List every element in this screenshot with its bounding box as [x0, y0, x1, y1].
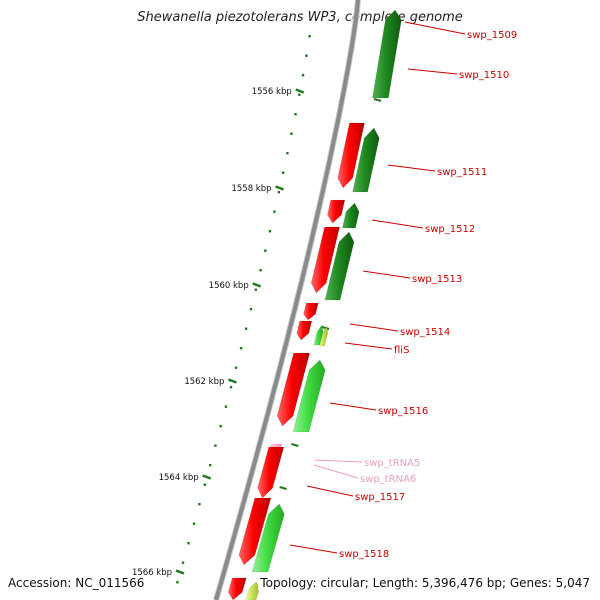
scale-dot [229, 386, 233, 389]
scale-dot [224, 405, 228, 408]
scale-dot [234, 366, 238, 369]
scale-dot [290, 132, 293, 135]
minor-tick [279, 486, 287, 490]
gene-feature [303, 302, 319, 321]
kbp-major-tick [227, 378, 237, 384]
gene-leader-line [314, 459, 363, 463]
gene-leader-line [362, 270, 411, 279]
scale-dot [192, 522, 196, 525]
gene-feature [313, 324, 324, 346]
scale-dot [209, 464, 212, 467]
gene-leader-line [407, 68, 458, 75]
scale-dot [308, 35, 311, 38]
accession-text: Accession: NC_011566 [6, 576, 147, 590]
gene-feature [372, 9, 402, 99]
kbp-major-tick [252, 282, 262, 288]
scale-dot [268, 230, 272, 233]
gene-label[interactable]: swp_1509 [467, 30, 517, 41]
gene-feature [310, 226, 340, 294]
topology-text: Topology: circular; Length: 5,396,476 bp… [258, 576, 592, 590]
gene-label[interactable]: swp_1512 [425, 224, 475, 235]
scale-dot [282, 171, 285, 174]
scale-dot [249, 308, 253, 311]
minor-tick [291, 443, 299, 447]
gene-label[interactable]: swp_1510 [459, 70, 509, 81]
kbp-label: 1562 kbp [184, 377, 224, 387]
kbp-label: 1558 kbp [231, 184, 271, 194]
scale-dot [214, 444, 217, 447]
gene-label[interactable]: fliS [394, 345, 409, 356]
trna-label[interactable]: swp_tRNA5 [364, 458, 420, 469]
scale-dot [277, 191, 280, 194]
gene-leader-line [349, 323, 399, 332]
scale-dot [298, 93, 301, 96]
scale-dot [264, 249, 267, 252]
gene-leader-line [289, 544, 338, 554]
gene-feature [251, 503, 285, 573]
gene-leader-line [329, 402, 377, 411]
scale-dot [286, 152, 289, 155]
scale-dot [259, 269, 262, 272]
scale-dot [198, 503, 201, 506]
gene-leader-line [313, 464, 359, 479]
gene-feature [327, 199, 346, 224]
gene-feature [292, 359, 326, 433]
gene-feature [227, 577, 247, 600]
gene-leader-line [371, 219, 424, 229]
kbp-label: 1556 kbp [252, 87, 292, 97]
gene-leader-line [404, 21, 466, 35]
scale-dot [203, 483, 206, 486]
scale-dot [301, 74, 305, 77]
scale-dot [181, 561, 185, 564]
gene-feature [276, 352, 311, 427]
kbp-label: 1566 kbp [132, 568, 172, 578]
gene-label[interactable]: swp_1513 [412, 274, 462, 285]
gene-feature [319, 325, 329, 347]
scale-dot [305, 54, 308, 57]
gene-feature [337, 122, 365, 189]
kbp-label: 1560 kbp [209, 281, 249, 291]
gene-leader-line [306, 485, 354, 497]
scale-dot [254, 288, 257, 291]
gene-label[interactable]: swp_1518 [339, 549, 389, 560]
gene-feature [257, 446, 285, 499]
gene-leader-line [344, 342, 393, 350]
minor-tick [321, 326, 330, 330]
map-title: Shewanella piezotolerans WP3, complete g… [137, 10, 463, 25]
scale-dot [187, 542, 190, 545]
gene-label[interactable]: swp_1511 [437, 167, 487, 178]
gene-feature [324, 231, 355, 301]
kbp-major-tick [275, 185, 284, 191]
trna-label[interactable]: swp_tRNA6 [360, 474, 416, 485]
kbp-major-tick [175, 569, 185, 575]
scale-dot [239, 347, 243, 350]
scale-dot [176, 581, 179, 584]
gene-feature [342, 202, 360, 229]
gene-feature [238, 497, 272, 566]
gene-label[interactable]: swp_1517 [355, 492, 405, 503]
gene-leader-line [387, 164, 436, 172]
genome-backbone [214, 0, 360, 600]
gene-feature [296, 320, 313, 341]
scale-dot [244, 327, 248, 330]
minor-tick [373, 98, 382, 102]
kbp-major-tick [202, 474, 212, 480]
scale-dot [219, 425, 222, 428]
gene-label[interactable]: swp_1516 [378, 406, 428, 417]
gene-label[interactable]: swp_1514 [400, 327, 450, 338]
gene-feature [245, 581, 260, 600]
scale-dot [273, 210, 276, 213]
kbp-label: 1564 kbp [159, 473, 199, 483]
gene-feature [352, 127, 380, 193]
scale-dot [294, 113, 297, 116]
kbp-major-tick [295, 88, 305, 94]
